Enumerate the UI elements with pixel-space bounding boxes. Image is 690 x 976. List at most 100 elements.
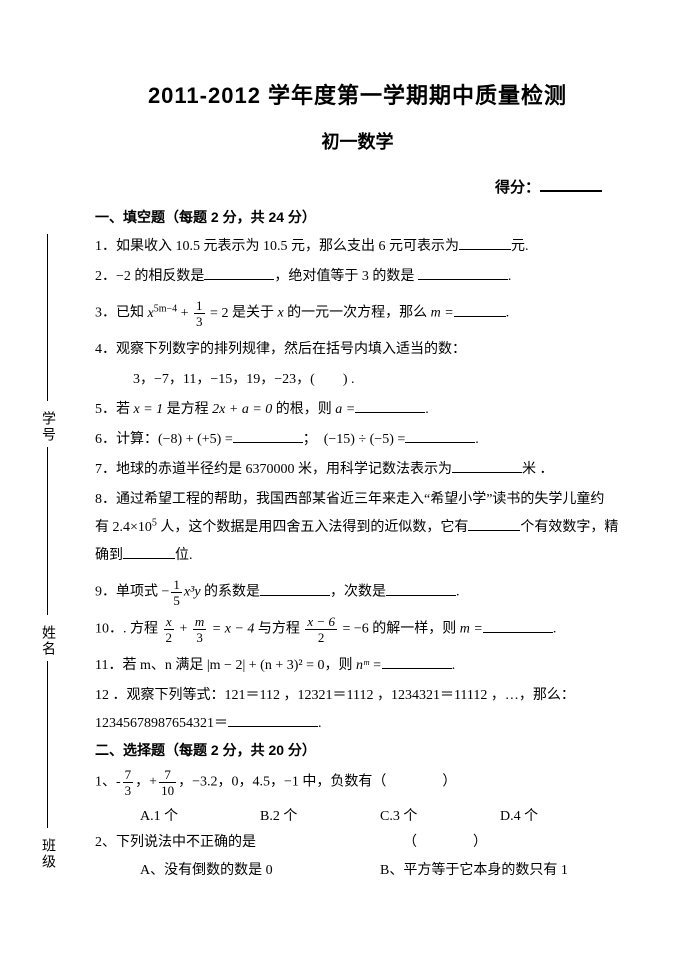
- q3-text-a: 3．已知: [95, 306, 148, 321]
- q5-text-c: 的根，则: [272, 402, 335, 417]
- question-5: 5．若 x = 1 是方程 2x + a = 0 的根，则 a =.: [95, 396, 620, 424]
- sidebar-line: [47, 234, 48, 401]
- question-12: 12 ．观察下列等式：121＝112 ，12321＝1112 ，1234321＝…: [95, 682, 620, 738]
- sidebar-label-studentid: 学号: [37, 411, 57, 443]
- section1-header: 一、填空题（每题 2 分，共 24 分）: [95, 207, 620, 227]
- q9-tail: .: [456, 585, 460, 600]
- q5-tail: .: [425, 402, 429, 417]
- s2q1-opt-c[interactable]: C.3 个: [380, 805, 500, 825]
- q6-blank1[interactable]: [233, 429, 303, 443]
- q11-blank[interactable]: [382, 655, 452, 669]
- sidebar-group-name: 姓名: [37, 443, 57, 656]
- question-10: 10．. 方程 x2 + m3 = x − 4 与方程 x − 62 = −6 …: [95, 615, 620, 644]
- sidebar-binding-labels: 学号 姓名 班级: [32, 230, 62, 870]
- q6-eq2: (−15) ÷ (−5) =: [324, 432, 406, 447]
- q7-tail: 米 ．: [522, 462, 554, 477]
- question-11: 11．若 m、n 满足 |m − 2| + (n + 3)² = 0，则 nᵐ …: [95, 652, 620, 680]
- s2q1-opt-a[interactable]: A.1 个: [140, 805, 260, 825]
- s2q1-opt-b[interactable]: B.2 个: [260, 805, 380, 825]
- q9-frac: 15: [169, 578, 184, 607]
- q2-text-b: ，绝对值等于 3 的数是: [274, 269, 418, 284]
- q7-blank[interactable]: [452, 459, 522, 473]
- s2q1-a: 1、-: [95, 775, 121, 790]
- sidebar-label-name: 姓名: [37, 625, 57, 657]
- q5-eq1: x = 1: [134, 402, 164, 417]
- s2q1-f2-den: 10: [159, 782, 176, 797]
- q2-tail: .: [508, 269, 512, 284]
- s2q2-opt-a[interactable]: A、没有倒数的数是 0: [140, 859, 380, 879]
- s2q1-c: ，−3.2，0，4.5，−1 中，负数有（ ）: [178, 775, 456, 790]
- q9-text-c: ，次数是: [330, 585, 386, 600]
- s2q1-frac2: 710: [157, 768, 178, 797]
- q10-f2-den: 3: [193, 629, 206, 644]
- q3-blank[interactable]: [454, 303, 506, 317]
- q6-eq1: (−8) + (+5) =: [158, 432, 233, 447]
- q10-f1-num: x: [164, 615, 175, 629]
- q5-text-b: 是方程: [163, 402, 212, 417]
- sidebar-group-studentid: 学号: [37, 230, 57, 443]
- q10-f3-den: 2: [305, 629, 337, 644]
- question-7: 7．地球的赤道半径约是 6370000 米，用科学记数法表示为 米 ．: [95, 456, 620, 484]
- q6-blank2[interactable]: [405, 429, 475, 443]
- q10-blank[interactable]: [483, 619, 553, 633]
- q9-blank2[interactable]: [386, 582, 456, 596]
- s2q2-opt-b[interactable]: B、平方等于它本身的数只有 1: [380, 859, 620, 879]
- exam-title: 2011-2012 学年度第一学期期中质量检测: [95, 78, 620, 110]
- score-row: 得分：: [95, 176, 620, 197]
- section2-header: 二、选择题（每题 2 分，共 20 分）: [95, 740, 620, 760]
- q10-f3-num: x − 6: [305, 615, 337, 629]
- question-8: 8．通过希望工程的帮助，我国西部某省近三年来走入“希望小学”读书的失学儿童约 有…: [95, 486, 620, 570]
- q3-text-b: 是关于: [228, 306, 277, 321]
- s2q2-options: A、没有倒数的数是 0 B、平方等于它本身的数只有 1: [95, 859, 620, 879]
- q8-text-d: 个有效数字，精: [520, 520, 618, 535]
- q10-text-b: 与方程: [254, 622, 303, 637]
- score-blank[interactable]: [540, 190, 602, 192]
- q4-text: 4．观察下列数字的排列规律，然后在括号内填入适当的数：: [95, 342, 466, 357]
- q5-text-a: 5．若: [95, 402, 134, 417]
- question-4-seq: 3，−7，11，−15，19，−23，( ) .: [95, 366, 620, 394]
- q11-tail: .: [452, 658, 456, 673]
- q12-tail: .: [318, 716, 322, 731]
- q11-text-a: 11．若 m、n 满足 |m − 2| + (n + 3)² = 0，则: [95, 658, 356, 673]
- q10-f2-num: m: [193, 615, 206, 629]
- q12-text-a: 12 ．观察下列等式：121＝112 ，12321＝1112 ，1234321＝…: [95, 688, 575, 703]
- s2q1-frac1: 73: [121, 768, 136, 797]
- q7-text-a: 7．地球的赤道半径约是 6370000 米，用科学记数法表示为: [95, 462, 452, 477]
- s2q1-f1-den: 3: [123, 782, 134, 797]
- q6-tail: .: [475, 432, 479, 447]
- question-1: 1．如果收入 10.5 元表示为 10.5 元，那么支出 6 元可表示为元.: [95, 233, 620, 261]
- sidebar-label-class: 班级: [37, 838, 57, 870]
- sidebar-group-class: 班级: [37, 657, 57, 870]
- q10-eq2: = −6: [339, 622, 369, 637]
- q9-text-b: 的系数是: [201, 585, 261, 600]
- q10-frac1: x2: [162, 615, 177, 644]
- q6-text-a: 6．计算：: [95, 432, 158, 447]
- question-6: 6．计算：(−8) + (+5) =； (−15) ÷ (−5) =.: [95, 426, 620, 454]
- s2q1-f1-num: 7: [123, 768, 134, 782]
- q10-tail: .: [553, 622, 557, 637]
- q9-frac-den: 5: [171, 592, 182, 607]
- q8-blank1[interactable]: [468, 517, 520, 531]
- q1-tail: 元.: [511, 239, 529, 254]
- question-2-2: 2、下列说法中不正确的是 （ ）: [95, 829, 620, 857]
- q12-blank[interactable]: [228, 713, 318, 727]
- question-3: 3．已知 x5m−4 + 13 = 2 是关于 x 的一元一次方程，那么 m =…: [95, 299, 620, 328]
- q9-frac-num: 1: [171, 578, 182, 592]
- q5-blank[interactable]: [355, 399, 425, 413]
- q8-blank2[interactable]: [123, 545, 175, 559]
- q3-frac: 13: [192, 299, 207, 328]
- q9-blank1[interactable]: [260, 582, 330, 596]
- q1-blank[interactable]: [459, 236, 511, 250]
- q3-frac-den: 3: [194, 313, 205, 328]
- q10-var: m =: [460, 622, 483, 637]
- question-4: 4．观察下列数字的排列规律，然后在括号内填入适当的数：: [95, 336, 620, 364]
- q9-text-a: 9．单项式 −: [95, 585, 169, 600]
- s2q1-options: A.1 个 B.2 个 C.3 个 D.4 个: [95, 805, 620, 825]
- question-2-1: 1、-73，+710，−3.2，0，4.5，−1 中，负数有（ ）: [95, 768, 620, 797]
- q10-frac3: x − 62: [303, 615, 339, 644]
- q3-var-m: m =: [431, 306, 454, 321]
- q2-blank2[interactable]: [418, 266, 508, 280]
- s2q1-opt-d[interactable]: D.4 个: [500, 805, 620, 825]
- score-label: 得分：: [495, 179, 540, 196]
- q2-blank1[interactable]: [204, 266, 274, 280]
